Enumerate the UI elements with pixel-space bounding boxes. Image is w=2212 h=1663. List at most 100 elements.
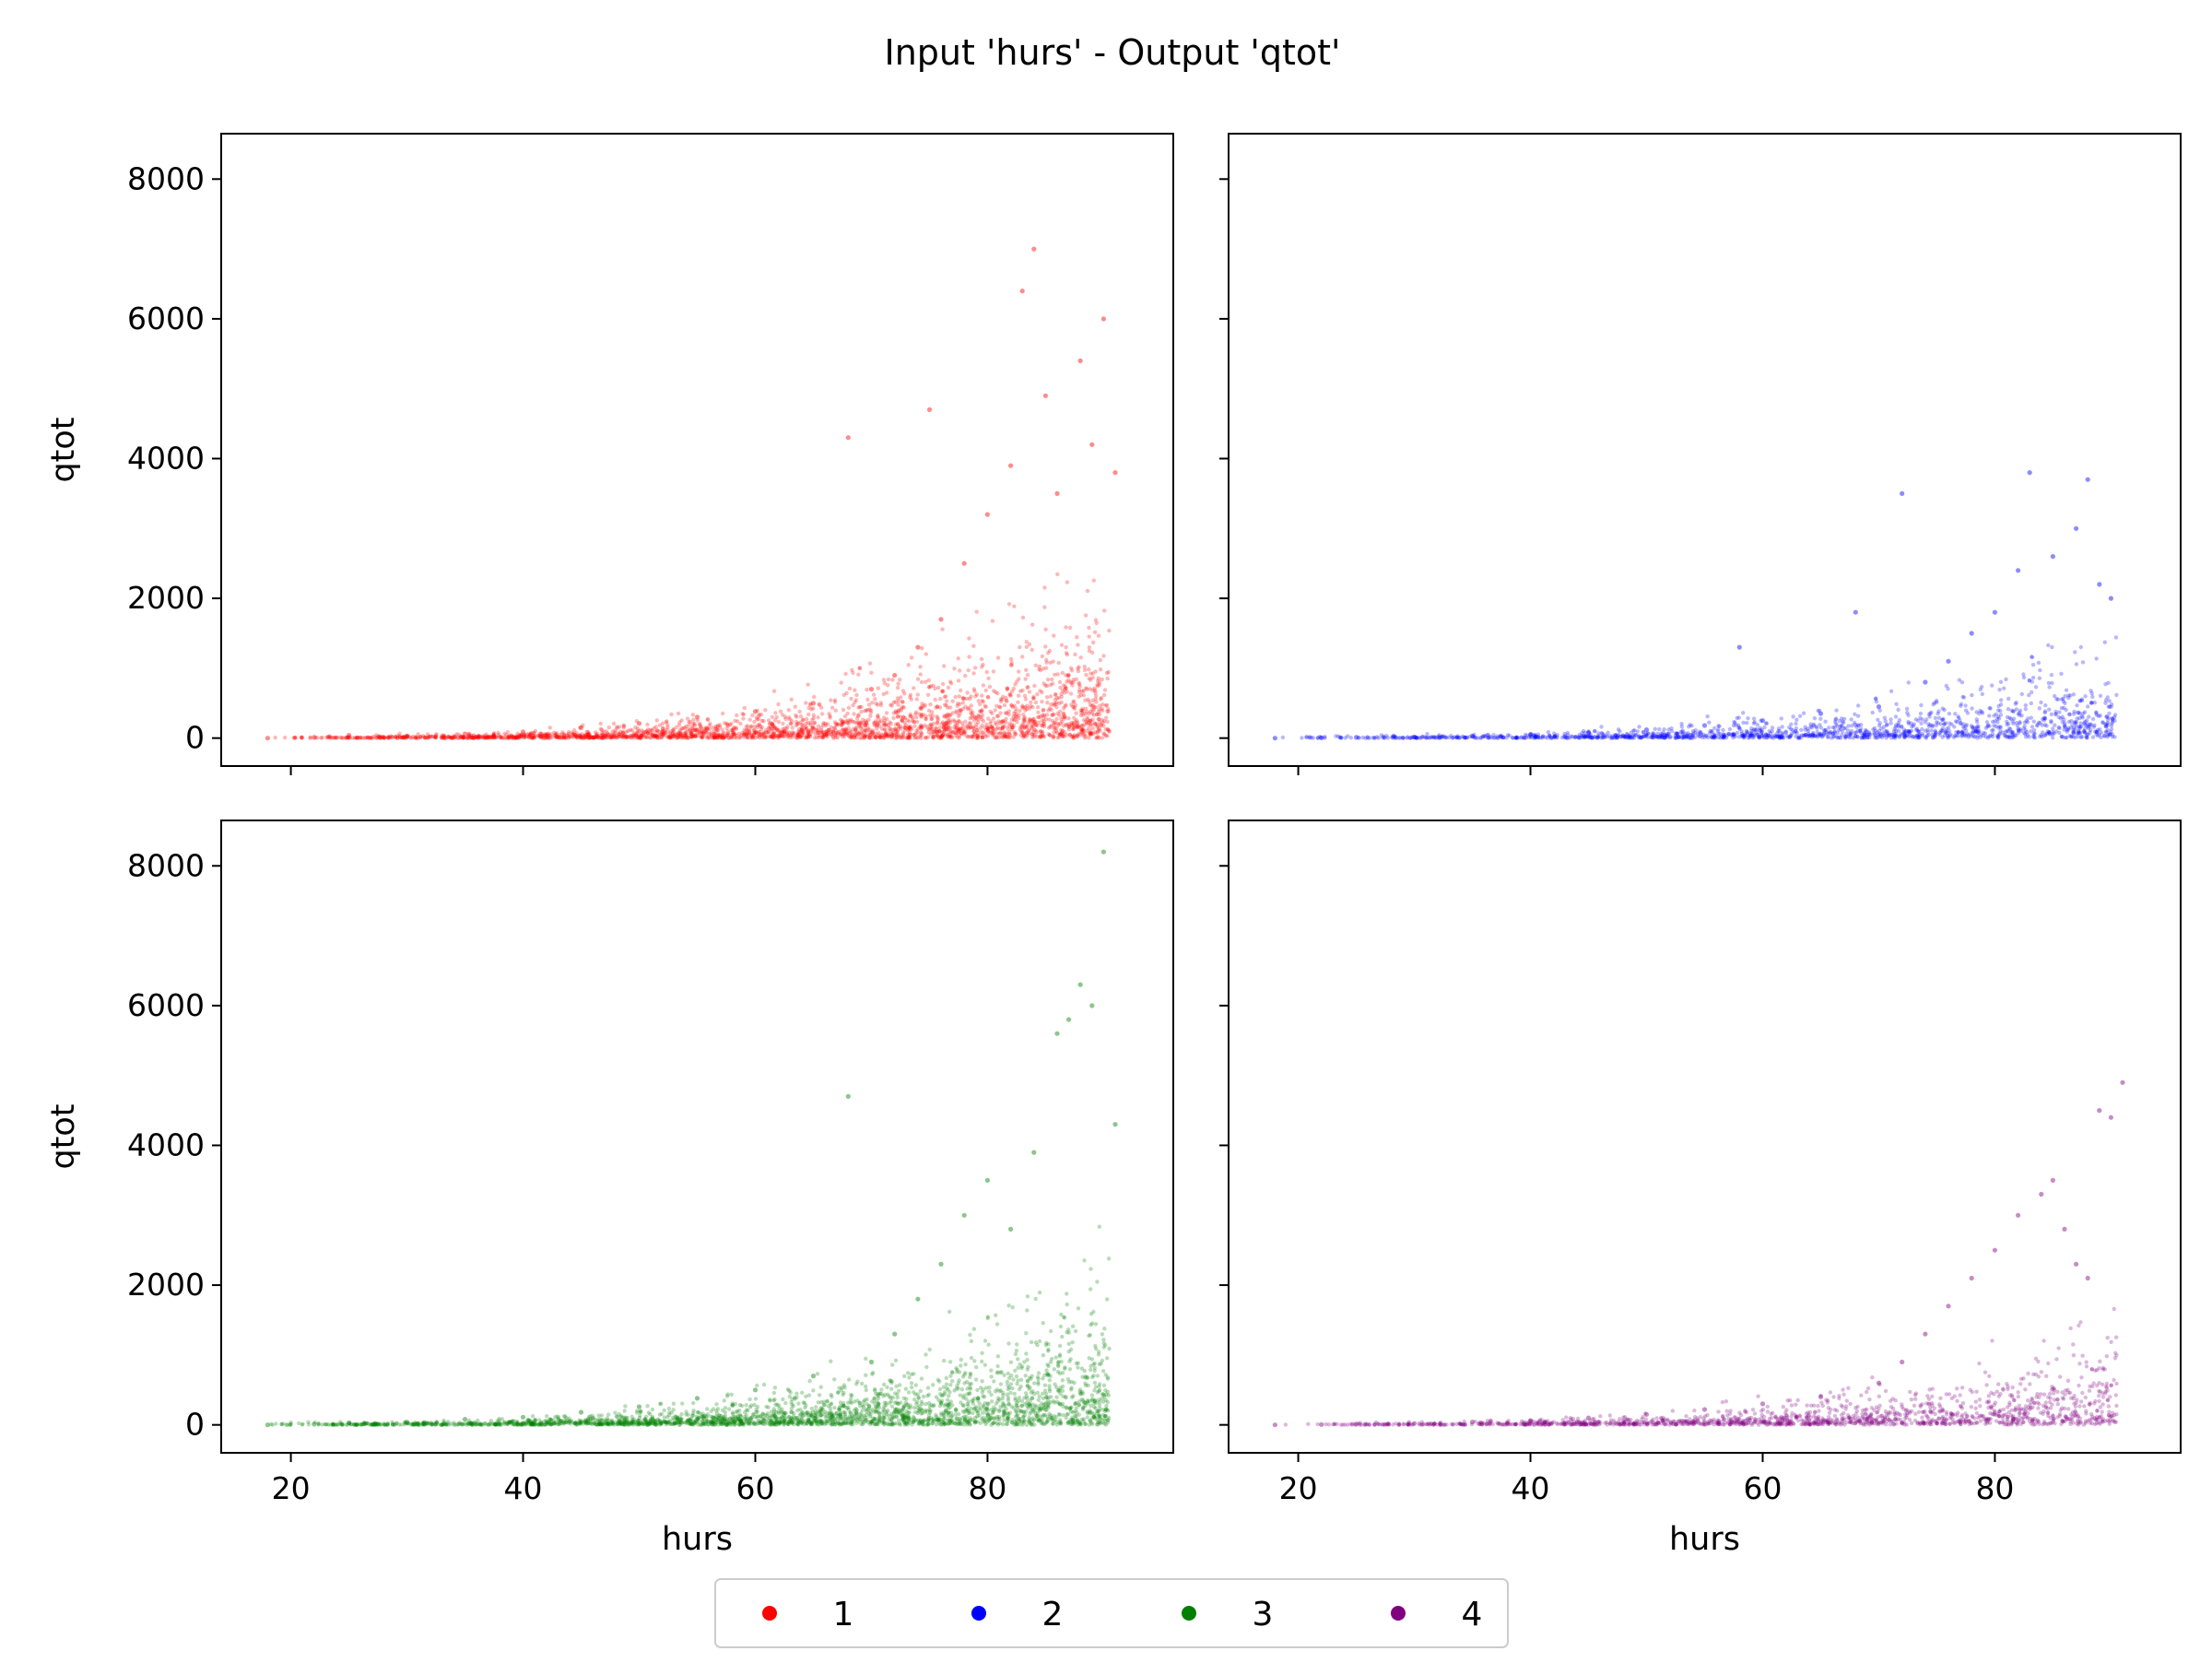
scatter-point — [1988, 706, 1992, 710]
scatter-point — [2027, 735, 2030, 738]
scatter-point — [1012, 605, 1016, 608]
data-point — [1354, 735, 1359, 739]
scatter-point — [1021, 736, 1025, 739]
scatter-point — [808, 723, 812, 726]
scatter-point — [1070, 668, 1074, 672]
scatter-point — [2038, 677, 2041, 680]
scatter-point — [1088, 645, 1091, 649]
scatter-point — [1038, 1291, 1041, 1294]
scatter-point — [1105, 1356, 1109, 1360]
scatter-point — [762, 730, 766, 734]
scatter-point — [867, 730, 871, 734]
scatter-point — [708, 722, 712, 725]
scatter-point — [1748, 731, 1752, 735]
scatter-point — [677, 724, 681, 727]
scatter-point — [922, 1395, 925, 1398]
scatter-point — [1010, 661, 1014, 665]
scatter-point — [874, 736, 877, 739]
scatter-point — [2077, 711, 2080, 714]
data-point — [312, 735, 316, 739]
scatter-point — [694, 727, 698, 731]
scatter-point — [1030, 732, 1033, 736]
data-point — [1008, 464, 1013, 468]
scatter-point — [955, 727, 959, 731]
scatter-point — [795, 733, 799, 737]
scatter-point — [2006, 707, 2010, 711]
scatter-point — [1780, 731, 1783, 735]
scatter-point — [756, 725, 759, 729]
scatter-point — [912, 725, 916, 728]
scatter-point — [2047, 730, 2051, 734]
scatter-point — [2032, 728, 2036, 732]
scatter-point — [1934, 730, 1937, 734]
scatter-point — [771, 715, 774, 719]
scatter-point — [986, 726, 990, 730]
scatter-point — [1300, 736, 1303, 739]
scatter-point — [937, 729, 941, 733]
scatter-point — [2085, 724, 2088, 727]
scatter-point — [986, 734, 990, 737]
scatter-point — [1065, 580, 1069, 584]
scatter-point — [2057, 726, 2061, 730]
scatter-point — [945, 714, 948, 718]
scatter-point — [700, 730, 703, 734]
scatter-point — [681, 726, 685, 730]
scatter-point — [980, 657, 983, 661]
scatter-point — [1048, 706, 1052, 710]
scatter-point — [1577, 736, 1581, 739]
scatter-point — [908, 726, 912, 730]
scatter-point — [1043, 644, 1047, 648]
scatter-point — [625, 730, 629, 734]
scatter-point — [859, 721, 863, 725]
scatter-point — [2051, 736, 2054, 739]
scatter-point — [2083, 694, 2087, 698]
scatter-point — [1014, 714, 1018, 718]
scatter-point — [1044, 661, 1048, 665]
scatter-point — [655, 718, 659, 722]
scatter-point — [766, 730, 770, 734]
scatter-point — [601, 733, 605, 737]
scatter-point — [1669, 726, 1673, 730]
scatter-point — [1752, 716, 1756, 720]
scatter-point — [1042, 585, 1046, 589]
scatter-point — [882, 734, 886, 737]
scatter-point — [920, 732, 924, 736]
scatter-point — [1787, 725, 1791, 729]
scatter-point — [1804, 733, 1807, 737]
data-point — [1319, 736, 1324, 740]
scatter-point — [901, 715, 905, 719]
data-point — [1993, 610, 1997, 615]
scatter-point — [1830, 736, 1833, 739]
scatter-point — [2100, 720, 2104, 724]
scatter-point — [1095, 621, 1099, 625]
scatter-point — [1599, 725, 1603, 728]
scatter-point — [821, 721, 825, 725]
scatter-point — [1756, 723, 1759, 726]
scatter-point — [857, 713, 861, 716]
scatter-point — [586, 736, 590, 739]
scatter-point — [2024, 707, 2028, 711]
scatter-point — [1750, 736, 1754, 739]
scatter-point — [2079, 721, 2083, 725]
scatter-point — [928, 727, 932, 731]
scatter-point — [896, 714, 900, 718]
scatter-point — [1094, 722, 1098, 725]
scatter-point — [708, 727, 712, 731]
scatter-point — [1997, 716, 2001, 720]
scatter-point — [1406, 735, 1409, 738]
scatter-point — [1943, 723, 1947, 726]
scatter-point — [467, 732, 471, 736]
scatter-point — [599, 727, 603, 731]
scatter-point — [1024, 1374, 1028, 1377]
scatter-point — [1812, 724, 1816, 727]
scatter-point — [805, 717, 808, 721]
scatter-point — [859, 705, 863, 709]
scatter-point — [1036, 1375, 1040, 1379]
scatter-point — [1993, 719, 1996, 723]
scatter-point — [1841, 720, 1844, 724]
scatter-point — [948, 726, 952, 730]
scatter-point — [503, 737, 507, 740]
scatter-point — [1746, 716, 1749, 720]
scatter-point — [579, 736, 582, 739]
scatter-point — [915, 720, 919, 724]
